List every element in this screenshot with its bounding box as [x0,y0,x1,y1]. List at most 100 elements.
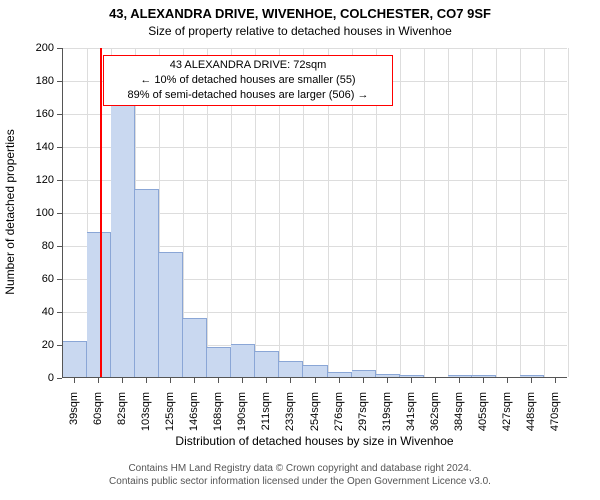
grid-line-v [496,48,497,377]
x-tick-mark [98,378,99,383]
y-tick-mark [57,213,62,214]
y-tick-mark [57,345,62,346]
y-tick-mark [57,48,62,49]
annotation-box: 43 ALEXANDRA DRIVE: 72sqm ← 10% of detac… [103,55,393,106]
y-tick-mark [57,378,62,379]
x-tick-label: 103sqm [140,392,152,442]
histogram-bar [352,370,376,377]
grid-line-v [472,48,473,377]
reference-line [100,48,102,377]
x-tick-mark [459,378,460,383]
x-tick-mark [363,378,364,383]
grid-line-h [63,180,567,181]
histogram-bar [111,80,135,377]
x-tick-label: 125sqm [164,392,176,442]
x-tick-mark [170,378,171,383]
attribution-footer: Contains HM Land Registry data © Crown c… [0,462,600,488]
x-tick-mark [218,378,219,383]
y-tick-label: 20 [24,339,54,351]
grid-line-v [424,48,425,377]
grid-line-v [544,48,545,377]
x-tick-mark [435,378,436,383]
x-tick-label: 341sqm [405,392,417,442]
histogram-bar [87,232,111,377]
grid-line-v [568,48,569,377]
x-tick-label: 60sqm [92,392,104,442]
y-axis-label: Number of detached properties [3,112,17,312]
x-tick-label: 146sqm [188,392,200,442]
x-tick-label: 362sqm [429,392,441,442]
annotation-line: ← 10% of detached houses are smaller (55… [108,73,388,88]
y-tick-mark [57,81,62,82]
y-tick-label: 120 [24,174,54,186]
footer-line: Contains HM Land Registry data © Crown c… [0,462,600,475]
grid-line-v [448,48,449,377]
page-subtitle: Size of property relative to detached ho… [0,24,600,40]
x-tick-mark [483,378,484,383]
x-tick-mark [74,378,75,383]
histogram-bar [183,318,207,377]
x-tick-mark [315,378,316,383]
histogram-bar [520,375,544,377]
x-tick-mark [555,378,556,383]
histogram-bar [448,375,472,377]
y-tick-label: 200 [24,42,54,54]
y-tick-mark [57,147,62,148]
y-tick-label: 100 [24,207,54,219]
x-tick-label: 254sqm [309,392,321,442]
y-tick-label: 60 [24,273,54,285]
x-tick-mark [146,378,147,383]
grid-line-v [400,48,401,377]
x-tick-label: 448sqm [525,392,537,442]
x-tick-label: 319sqm [381,392,393,442]
x-tick-mark [266,378,267,383]
x-tick-label: 233sqm [284,392,296,442]
histogram-bar [255,351,279,377]
annotation-line: 43 ALEXANDRA DRIVE: 72sqm [108,58,388,73]
x-tick-label: 297sqm [357,392,369,442]
x-tick-mark [122,378,123,383]
y-tick-mark [57,279,62,280]
y-tick-label: 0 [24,372,54,384]
x-tick-label: 427sqm [501,392,513,442]
x-tick-label: 276sqm [333,392,345,442]
x-tick-label: 82sqm [116,392,128,442]
annotation-line: 89% of semi-detached houses are larger (… [108,88,388,103]
histogram-bar [303,365,327,377]
x-tick-mark [290,378,291,383]
grid-line-v [520,48,521,377]
y-tick-mark [57,180,62,181]
y-tick-label: 80 [24,240,54,252]
y-tick-label: 160 [24,108,54,120]
y-tick-label: 140 [24,141,54,153]
x-tick-label: 211sqm [260,392,272,442]
x-tick-mark [411,378,412,383]
histogram-bar [63,341,87,377]
histogram-bar [279,361,303,378]
x-tick-mark [242,378,243,383]
grid-line-h [63,147,567,148]
y-tick-label: 180 [24,75,54,87]
y-tick-mark [57,114,62,115]
histogram-bar [135,189,159,377]
footer-line: Contains public sector information licen… [0,475,600,488]
x-tick-mark [387,378,388,383]
grid-line-h [63,48,567,49]
histogram-bar [207,347,231,377]
x-tick-mark [194,378,195,383]
histogram-bar [376,374,400,377]
y-tick-label: 40 [24,306,54,318]
y-tick-mark [57,246,62,247]
grid-line-h [63,114,567,115]
y-tick-mark [57,312,62,313]
histogram-bar [472,375,496,377]
x-tick-label: 168sqm [212,392,224,442]
x-tick-mark [339,378,340,383]
page-title: 43, ALEXANDRA DRIVE, WIVENHOE, COLCHESTE… [0,6,600,23]
histogram-bar [231,344,255,377]
x-tick-label: 190sqm [236,392,248,442]
x-tick-label: 405sqm [477,392,489,442]
x-tick-mark [507,378,508,383]
histogram-bar [159,252,183,377]
x-tick-label: 470sqm [549,392,561,442]
